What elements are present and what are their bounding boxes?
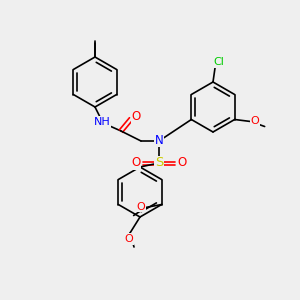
Text: NH: NH (94, 117, 110, 127)
Text: O: O (131, 110, 141, 124)
Text: O: O (177, 157, 187, 169)
Text: O: O (124, 234, 134, 244)
Text: O: O (131, 157, 141, 169)
Text: O: O (250, 116, 259, 125)
Text: O: O (136, 202, 145, 212)
Text: S: S (155, 157, 163, 169)
Text: Cl: Cl (214, 57, 224, 67)
Text: N: N (154, 134, 164, 146)
